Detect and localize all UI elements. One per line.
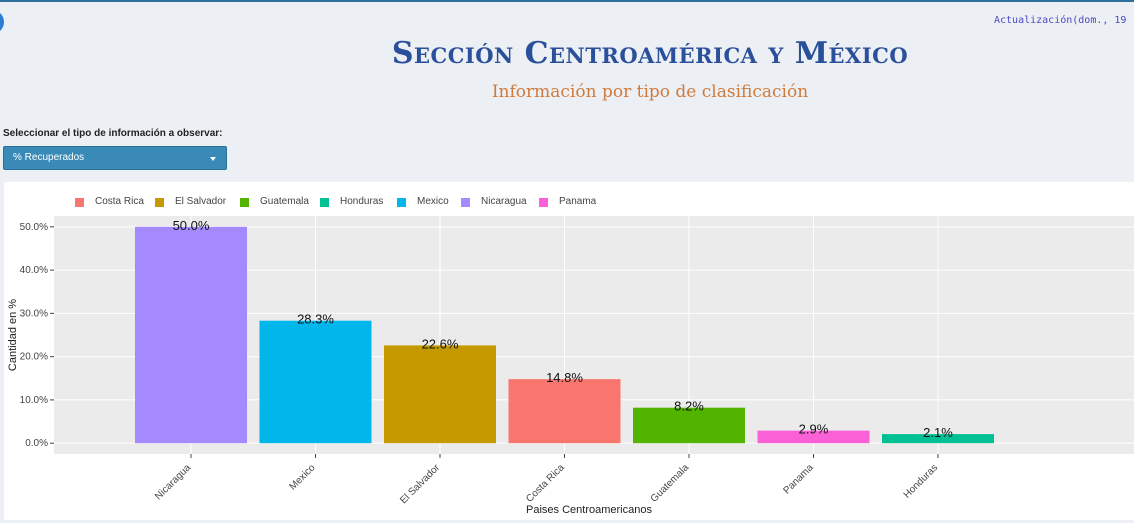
legend-swatch — [539, 198, 548, 207]
xtick-label: Nicaragua — [153, 462, 193, 502]
y-axis-title: Cantidad en % — [7, 299, 19, 371]
ytick-label: 30.0% — [20, 308, 48, 319]
ytick-label: 20.0% — [20, 352, 48, 363]
page-title: Sección Centroamérica y México — [391, 36, 909, 71]
legend-label: Honduras — [340, 196, 384, 207]
ytick-label: 50.0% — [20, 222, 48, 233]
legend-label: Costa Rica — [95, 196, 144, 207]
xtick-label: El Salvador — [398, 462, 442, 506]
bar-value-label: 22.6% — [422, 336, 459, 351]
bar-chart: 0.0% 10.0% 20.0% 30.0% 40.0% 50.0% 50.0% 28.3% 2… — [7, 216, 1134, 516]
bar-value-label: 8.2% — [674, 399, 704, 414]
x-axis-title: Paises Centroamericanos — [526, 504, 652, 516]
chart-panel: Costa Rica El Salvador Guatemala Honduras Me… — [4, 182, 1134, 520]
ytick-label: 40.0% — [20, 265, 48, 276]
xtick-label: Panama — [782, 462, 816, 496]
update-timestamp: Actualización(dom., 19 — [994, 15, 1127, 26]
bar — [882, 434, 994, 444]
xtick-label: Mexico — [287, 462, 317, 492]
bar — [135, 226, 247, 444]
legend-swatch — [461, 198, 470, 207]
bar — [259, 320, 372, 444]
chevron-down-icon — [210, 157, 216, 161]
legend-label: Panama — [559, 196, 597, 207]
bar-value-label: 2.1% — [923, 425, 953, 440]
legend-label: Guatemala — [260, 196, 309, 207]
legend-swatch — [155, 198, 164, 207]
legend-label: Nicaragua — [481, 196, 527, 207]
bar — [757, 430, 870, 444]
legend-swatch — [75, 198, 84, 207]
xtick-label: Costa Rica — [524, 462, 567, 505]
info-type-select[interactable]: % Recuperados — [3, 146, 227, 170]
legend-swatch — [240, 198, 249, 207]
select-value: % Recuperados — [13, 152, 85, 163]
bar-value-label: 2.9% — [799, 422, 829, 437]
sidebar-toggle-button[interactable] — [0, 10, 4, 34]
xtick-label: Honduras — [902, 462, 940, 500]
bar-value-label: 28.3% — [297, 312, 334, 327]
page-subtitle: Información por tipo de clasificación — [491, 82, 809, 102]
xtick-label: Guatemala — [649, 462, 692, 505]
bar-value-label: 50.0% — [173, 218, 210, 233]
legend-label: El Salvador — [175, 196, 227, 207]
ytick-label: 0.0% — [25, 438, 48, 449]
legend-swatch — [397, 198, 406, 207]
ytick-label: 10.0% — [20, 395, 48, 406]
legend-swatch — [320, 198, 329, 207]
select-label: Seleccionar el tipo de información a obs… — [3, 128, 223, 139]
bar — [384, 345, 496, 444]
top-border — [0, 0, 1134, 2]
bar — [508, 379, 621, 444]
bar — [633, 407, 745, 444]
legend-label: Mexico — [417, 196, 449, 207]
bar-value-label: 14.8% — [546, 370, 583, 385]
